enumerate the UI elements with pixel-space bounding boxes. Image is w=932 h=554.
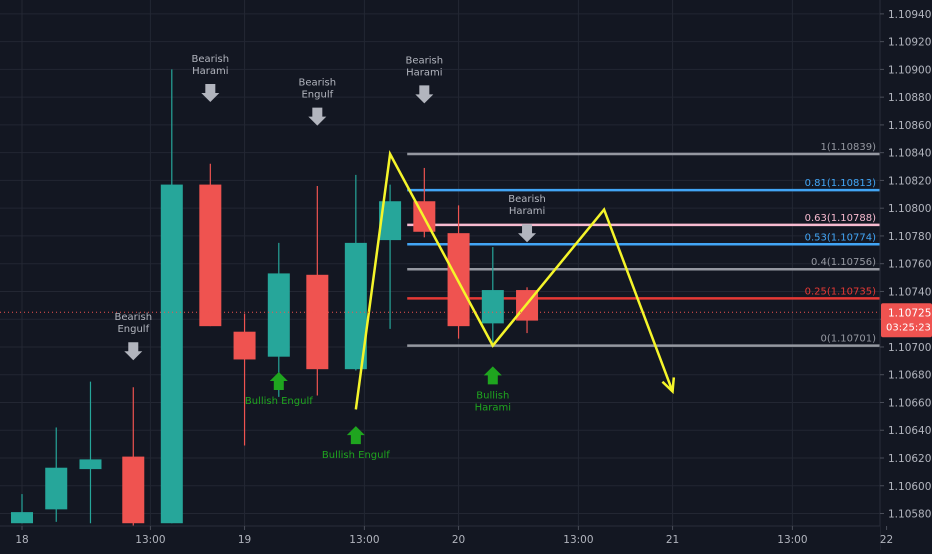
bearish-signal-arrow-icon: [308, 107, 327, 126]
time-tick-label: 13:00: [777, 534, 807, 546]
bearish-candle: [122, 456, 145, 524]
price-tick-label: 1.10600: [888, 481, 931, 493]
current-price-label: 1.10725: [888, 307, 931, 319]
bearish-pattern-label: Bearish: [406, 55, 444, 66]
pattern-annotations: BearishEngulfBearishHaramiBearishEngulfB…: [114, 54, 545, 461]
fib-level-label: 0.4(1.10756): [811, 257, 876, 268]
bearish-pattern-label: Harami: [509, 206, 545, 217]
price-tick-label: 1.10680: [888, 370, 931, 382]
price-tick-label: 1.10700: [888, 342, 931, 354]
time-axis[interactable]: 18 13:00 19 13:00 20 13:00 21 13:00 22: [0, 525, 893, 550]
bullish-candle: [160, 184, 183, 524]
price-axis[interactable]: 1.10940 1.10920 1.10900 1.10880 1.10860 1.108…: [879, 0, 932, 550]
time-tick-label: 13:00: [563, 534, 593, 546]
bullish-candle: [267, 273, 290, 357]
time-tick-label: 13:00: [135, 534, 165, 546]
projection-polyline: [354, 150, 674, 410]
bullish-candle: [45, 467, 68, 510]
price-tick-label: 1.10860: [888, 120, 931, 132]
bearish-candle: [306, 274, 329, 370]
price-tick-label: 1.10620: [888, 453, 931, 465]
bullish-pattern-label: Bullish: [476, 390, 509, 401]
bullish-candle: [481, 290, 504, 324]
bearish-pattern-label: Bearish: [114, 312, 152, 323]
fib-level-label: 0.63(1.10788): [805, 213, 877, 224]
bullish-candle: [344, 242, 367, 370]
current-price-tag-box: [881, 303, 932, 338]
time-tick-label: 18: [15, 534, 28, 546]
price-tick-label: 1.10820: [888, 175, 931, 187]
fib-level-label: 0(1.10701): [820, 334, 876, 345]
time-axis-background: [0, 526, 880, 550]
bullish-candle: [379, 201, 402, 241]
bearish-candle: [233, 331, 256, 360]
price-tick-label: 1.10660: [888, 397, 931, 409]
bullish-pattern-label: Bullish Engulf: [322, 450, 390, 461]
bearish-signal-arrow-icon: [201, 84, 220, 103]
bearish-signal-arrow-icon: [124, 342, 143, 361]
candles: [11, 69, 539, 526]
bullish-signal-arrow-icon: [483, 366, 502, 385]
bearish-pattern-label: Bearish: [299, 78, 337, 89]
fib-level-label: 1(1.10839): [820, 142, 876, 153]
price-tick-label: 1.10800: [888, 203, 931, 215]
price-tick-label: 1.10840: [888, 148, 931, 160]
bearish-signal-arrow-icon: [518, 224, 537, 243]
bullish-candle: [11, 512, 33, 524]
bearish-pattern-label: Bearish: [192, 54, 230, 65]
bullish-pattern-label: Harami: [475, 402, 511, 413]
bearish-signal-arrow-icon: [415, 85, 434, 104]
price-tick-label: 1.10580: [888, 509, 931, 521]
price-tick-label: 1.10880: [888, 92, 931, 104]
time-tick-label: 13:00: [349, 534, 379, 546]
price-tick-label: 1.10640: [888, 425, 931, 437]
bearish-candle: [199, 184, 222, 327]
bearish-pattern-label: Harami: [406, 67, 442, 78]
current-price-tag: 1.10725 03:25:23: [881, 303, 932, 338]
price-tick-label: 1.10900: [888, 64, 931, 76]
fib-level-label: 0.25(1.10735): [805, 286, 877, 297]
price-axis-background: [880, 0, 932, 550]
bullish-candle: [79, 459, 102, 470]
price-tick-label: 1.10780: [888, 231, 931, 243]
bar-countdown-label: 03:25:23: [886, 322, 931, 333]
projection-arrowhead-icon: [661, 377, 676, 395]
time-tick-label: 22: [880, 534, 893, 546]
bearish-pattern-label: Bearish: [508, 194, 546, 205]
fib-level-label: 0.81(1.10813): [805, 178, 877, 189]
projection-path: [354, 150, 676, 410]
price-tick-label: 1.10920: [888, 37, 931, 49]
price-tick-label: 1.10760: [888, 259, 931, 271]
grid: [0, 0, 888, 526]
price-tick-label: 1.10940: [888, 9, 931, 21]
time-tick-label: 21: [666, 534, 679, 546]
bearish-pattern-label: Harami: [192, 66, 228, 77]
bullish-signal-arrow-icon: [346, 426, 365, 445]
time-tick-label: 19: [238, 534, 251, 546]
bearish-pattern-label: Engulf: [301, 90, 333, 101]
fib-level-label: 0.53(1.10774): [805, 232, 877, 243]
bullish-signal-arrow-icon: [269, 371, 288, 390]
price-tick-label: 1.10740: [888, 286, 931, 298]
bullish-pattern-label: Bullish Engulf: [245, 396, 313, 407]
bearish-pattern-label: Engulf: [117, 324, 149, 335]
time-tick-label: 20: [452, 534, 465, 546]
